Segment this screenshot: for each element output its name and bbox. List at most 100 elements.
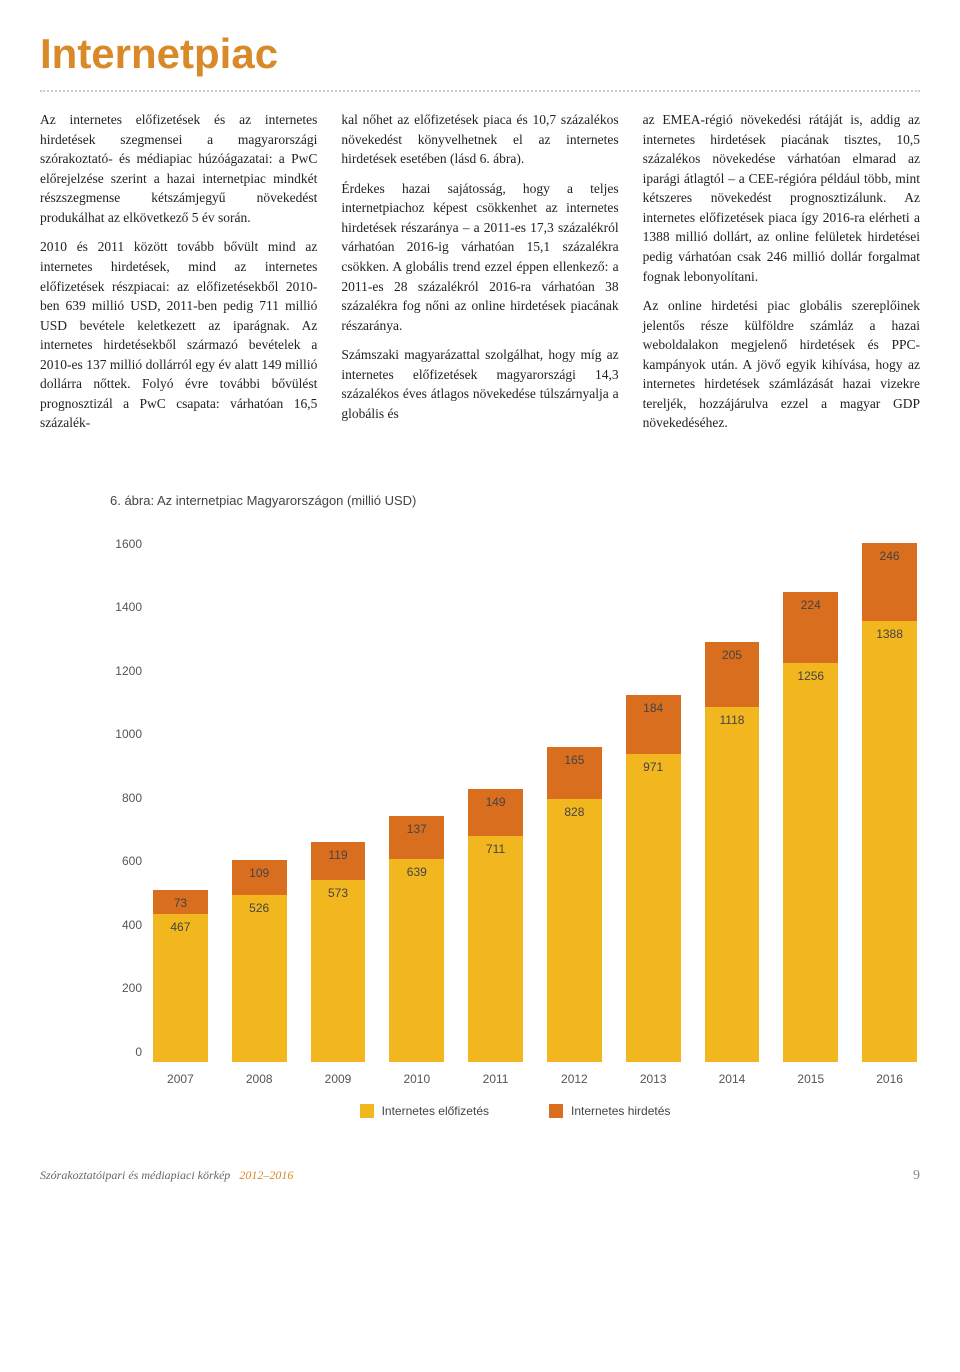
chart-bars: 7346720071095262008119573200913763920101… — [150, 546, 920, 1086]
category-label: 2012 — [561, 1072, 588, 1086]
category-label: 2013 — [640, 1072, 667, 1086]
bar-stack: 119 573 — [311, 842, 366, 1062]
bar-stack: 149 711 — [468, 789, 523, 1062]
bar-stack: 109 526 — [232, 860, 287, 1062]
bar-segment-top: 149 — [468, 789, 523, 836]
bar-segment-top: 205 — [705, 642, 760, 707]
bar-value-label: 1256 — [797, 669, 824, 683]
chart-legend: Internetes előfizetés Internetes hirdetés — [110, 1104, 920, 1118]
bar-segment-top: 165 — [547, 747, 602, 799]
body-paragraph: 2010 és 2011 között tovább bővült mind a… — [40, 237, 317, 433]
y-tick: 400 — [122, 918, 142, 932]
bar-value-label: 109 — [249, 866, 269, 880]
bar-stack: 137 639 — [389, 816, 444, 1062]
body-paragraph: az EMEA-régió növekedési rátáját is, add… — [643, 110, 920, 286]
chart-section: 6. ábra: Az internetpiac Magyarországon … — [40, 493, 920, 1118]
bar-segment-top: 119 — [311, 842, 366, 880]
bar-value-label: 119 — [328, 848, 347, 862]
bar-value-label: 526 — [249, 901, 269, 915]
bar-value-label: 246 — [880, 549, 900, 563]
category-label: 2010 — [403, 1072, 430, 1086]
bar-value-label: 224 — [801, 598, 821, 612]
bar-segment-top: 224 — [783, 592, 838, 663]
y-tick: 800 — [122, 791, 142, 805]
y-tick: 1400 — [115, 600, 142, 614]
page-title: Internetpiac — [40, 30, 920, 78]
page-footer: Szórakoztatóipari és médiapiaci körkép 2… — [40, 1168, 920, 1184]
stacked-bar-chart: 0 200 400 600 800 1000 1200 1400 1600 73 467 200 71… — [110, 526, 920, 1086]
bar-value-label: 149 — [486, 795, 506, 809]
category-label: 2015 — [797, 1072, 824, 1086]
legend-label: Internetes hirdetés — [571, 1104, 670, 1118]
y-tick: 1600 — [115, 537, 142, 551]
body-paragraph: Számszaki magyarázattal szolgálhat, hogy… — [341, 345, 618, 423]
bar-stack: 73 467 — [153, 890, 208, 1062]
bar-segment-bottom: 639 — [389, 859, 444, 1062]
bar-value-label: 1388 — [876, 627, 903, 641]
body-paragraph: Az online hirdetési piac globális szerep… — [643, 296, 920, 433]
bar-segment-top: 246 — [862, 543, 917, 621]
y-tick: 600 — [122, 854, 142, 868]
bar-value-label: 205 — [722, 648, 742, 662]
bar-segment-bottom: 1256 — [783, 663, 838, 1062]
footer-year-range: 2012–2016 — [239, 1168, 293, 1182]
bar-stack: 165 828 — [547, 747, 602, 1062]
bar-stack: 246 1388 — [862, 543, 917, 1062]
bar-segment-bottom: 711 — [468, 836, 523, 1062]
legend-item: Internetes hirdetés — [549, 1104, 670, 1118]
bar-stack: 205 1118 — [705, 642, 760, 1062]
bar-value-label: 467 — [170, 920, 190, 934]
bar-segment-top: 137 — [389, 816, 444, 860]
legend-swatch — [549, 1104, 563, 1118]
category-label: 2016 — [876, 1072, 903, 1086]
y-tick: 200 — [122, 981, 142, 995]
bar-value-label: 137 — [407, 822, 427, 836]
y-axis: 0 200 400 600 800 1000 1200 1400 1600 — [110, 526, 150, 1066]
bar-segment-bottom: 1118 — [705, 707, 760, 1062]
chart-title: 6. ábra: Az internetpiac Magyarországon … — [110, 493, 920, 508]
bar-group: 109 526 2008 — [229, 546, 290, 1086]
bar-value-label: 73 — [174, 896, 187, 910]
bar-segment-bottom: 971 — [626, 754, 681, 1062]
bar-stack: 184 971 — [626, 695, 681, 1062]
bar-group: 119 573 2009 — [308, 546, 369, 1086]
page-number: 9 — [913, 1168, 920, 1184]
y-tick: 1000 — [115, 727, 142, 741]
body-paragraph: Érdekes hazai sajátosság, hogy a teljes … — [341, 179, 618, 336]
legend-item: Internetes előfizetés — [360, 1104, 489, 1118]
bar-segment-bottom: 828 — [547, 799, 602, 1062]
category-label: 2011 — [483, 1072, 509, 1086]
legend-label: Internetes előfizetés — [382, 1104, 489, 1118]
bar-segment-bottom: 573 — [311, 880, 366, 1062]
bar-segment-bottom: 467 — [153, 914, 208, 1062]
bar-value-label: 639 — [407, 865, 427, 879]
bar-group: 224 1256 2015 — [780, 546, 841, 1086]
column-3: az EMEA-régió növekedési rátáját is, add… — [643, 110, 920, 443]
bar-group: 149 711 2011 — [465, 546, 526, 1086]
body-paragraph: kal nőhet az előfizetések piaca és 10,7 … — [341, 110, 618, 169]
bar-group: 184 971 2013 — [623, 546, 684, 1086]
y-tick: 0 — [135, 1045, 142, 1059]
category-label: 2014 — [719, 1072, 746, 1086]
legend-swatch — [360, 1104, 374, 1118]
bar-value-label: 1118 — [720, 713, 745, 727]
bar-segment-bottom: 526 — [232, 895, 287, 1062]
body-paragraph: Az internetes előfizetések és az interne… — [40, 110, 317, 227]
column-1: Az internetes előfizetések és az interne… — [40, 110, 317, 443]
bar-value-label: 573 — [328, 886, 348, 900]
bar-segment-top: 109 — [232, 860, 287, 895]
bar-segment-bottom: 1388 — [862, 621, 917, 1062]
divider-dots — [40, 90, 920, 92]
bar-value-label: 184 — [643, 701, 663, 715]
bar-value-label: 711 — [486, 842, 505, 856]
column-2: kal nőhet az előfizetések piaca és 10,7 … — [341, 110, 618, 443]
category-label: 2008 — [246, 1072, 273, 1086]
bar-group: 734672007 — [150, 546, 211, 1086]
bar-value-label: 165 — [564, 753, 584, 767]
bar-value-label: 828 — [564, 805, 584, 819]
category-label: 2009 — [325, 1072, 352, 1086]
bar-group: 205 1118 2014 — [702, 546, 763, 1086]
y-tick: 1200 — [115, 664, 142, 678]
bar-group: 165 828 2012 — [544, 546, 605, 1086]
footer-source: Szórakoztatóipari és médiapiaci körkép 2… — [40, 1168, 293, 1183]
